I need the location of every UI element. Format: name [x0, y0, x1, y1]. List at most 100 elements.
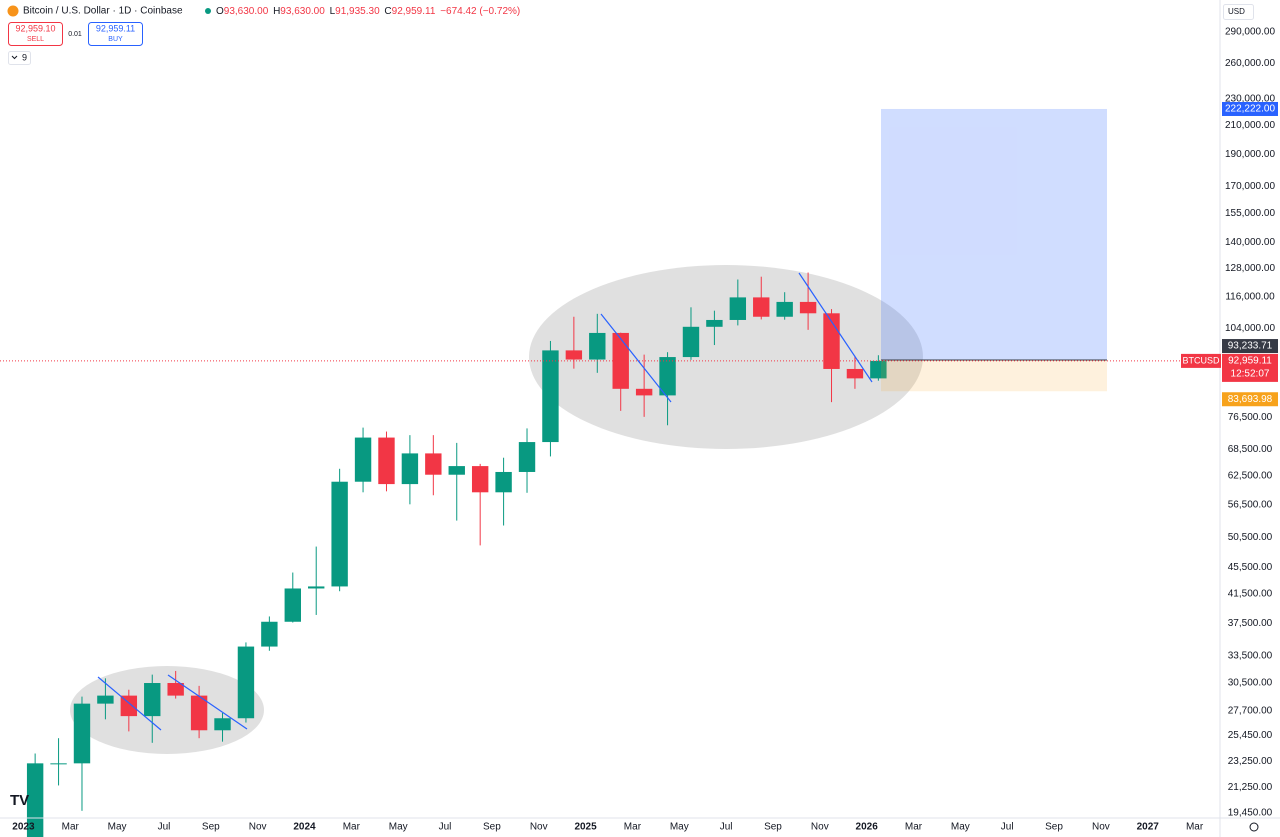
candle-body	[73, 703, 91, 764]
logo: TV	[10, 792, 29, 809]
trend-lines	[97, 272, 873, 731]
buy-button[interactable]	[88, 22, 143, 46]
indicators-toggle[interactable]	[8, 51, 31, 65]
candle-body	[120, 695, 138, 717]
ohlc-key: O	[216, 6, 224, 17]
y-tick-label: 104,000.00	[1225, 323, 1275, 334]
candle-body	[97, 695, 114, 704]
y-tick-label: 45,500.00	[1228, 562, 1273, 573]
y-tick-label: 128,000.00	[1225, 263, 1275, 274]
x-tick-label: Jul	[720, 822, 733, 833]
candle-body	[448, 466, 465, 475]
sell-price: 92,959.10	[15, 23, 55, 33]
currency-button[interactable]	[1223, 4, 1254, 20]
y-tick-label: 116,000.00	[1225, 292, 1275, 303]
ohlc-value: 93,630.00	[224, 6, 269, 17]
sell-label: SELL	[27, 36, 44, 43]
x-tick-label: Sep	[202, 822, 220, 833]
y-tick-label: 30,500.00	[1228, 678, 1273, 689]
x-tick-label: Nov	[249, 822, 267, 833]
plot	[0, 108, 1218, 837]
y-tick-label: 230,000.00	[1225, 94, 1275, 105]
last-price-bg	[1222, 353, 1278, 382]
y-tick-label: 27,700.00	[1228, 705, 1273, 716]
y-tick-label: 41,500.00	[1228, 589, 1273, 600]
entry-label: 93,233.71	[1228, 341, 1273, 352]
x-tick-label: Jul	[1001, 822, 1014, 833]
market-status	[205, 8, 211, 14]
candle-body	[753, 297, 770, 317]
candle-body	[659, 357, 676, 396]
candle-body	[144, 683, 161, 717]
y-tick-label: 260,000.00	[1225, 58, 1275, 69]
candle-body	[495, 471, 512, 493]
y-tick-label: 155,000.00	[1225, 208, 1275, 219]
y-tick-label: 190,000.00	[1225, 149, 1275, 160]
y-tick-label: 33,500.00	[1228, 651, 1273, 662]
x-tick-label: Jul	[439, 822, 452, 833]
symbol-title: Bitcoin / U.S. Dollar · 1D · Coinbase	[23, 6, 183, 17]
stop-label-bg	[1222, 392, 1278, 407]
y-tick-label: 290,000.00	[1225, 27, 1275, 38]
x-tick-label: Sep	[1045, 822, 1063, 833]
axes: 290,000.00 260,000.00 230,000.00 210,000.00…	[12, 27, 1278, 833]
settings-icon[interactable]	[1249, 822, 1259, 832]
candle-body	[237, 646, 255, 719]
last-price-label: 92,959.11	[1228, 356, 1272, 367]
x-tick-label: 2027	[1137, 822, 1160, 833]
x-tick-label: Mar	[343, 822, 361, 833]
x-tick-label: Sep	[483, 822, 501, 833]
candle-body	[50, 763, 67, 765]
candle-body	[261, 621, 278, 647]
trend-line	[600, 313, 672, 403]
x-tick-label: Mar	[62, 822, 80, 833]
candle-body	[870, 360, 887, 379]
ohlc-key: C	[384, 6, 391, 17]
y-tick-label: 23,250.00	[1228, 756, 1273, 767]
candle-body	[308, 586, 325, 589]
candle-body	[565, 350, 583, 360]
y-tick-label: 19,450.00	[1228, 808, 1273, 819]
candle-body	[729, 297, 747, 320]
x-tick-label: Mar	[624, 822, 642, 833]
candle-body	[635, 388, 653, 396]
indicators-count: 9	[22, 52, 27, 62]
x-tick-label: 2024	[293, 822, 316, 833]
y-tick-label: 68,500.00	[1228, 444, 1273, 455]
candle-body	[706, 319, 723, 327]
ohlc-value: 92,959.11	[392, 6, 436, 17]
trend-line	[167, 674, 248, 730]
candle-body	[846, 368, 864, 379]
change: −674.42 (−0.72%)	[440, 6, 520, 17]
candle-body	[331, 481, 348, 587]
ohlc-value: 91,935.30	[335, 6, 380, 17]
buy-label: BUY	[108, 36, 123, 43]
y-tick-label: 25,450.00	[1228, 730, 1273, 741]
stop-zone	[881, 360, 1107, 392]
ellipse-drawing	[70, 666, 264, 754]
x-tick-label: 2026	[856, 822, 879, 833]
bitcoin-icon	[7, 5, 19, 17]
candle-body	[799, 301, 817, 314]
candle-body	[284, 588, 301, 622]
x-tick-label: Jul	[158, 822, 171, 833]
candle-body	[401, 453, 419, 485]
trend-line	[97, 676, 162, 731]
stop-label: 83,693.98	[1228, 394, 1273, 405]
candle-body	[589, 332, 606, 360]
candle-body	[518, 442, 536, 472]
candle-body	[214, 718, 231, 731]
ohlc-value: 93,630.00	[280, 6, 325, 17]
target-label: 222,222.00	[1225, 104, 1275, 115]
y-tick-label: 21,250.00	[1228, 782, 1273, 793]
target-zone	[881, 108, 1107, 361]
x-tick-label: Mar	[1186, 822, 1204, 833]
sell-button[interactable]	[8, 22, 63, 46]
candle-body	[26, 763, 44, 837]
candle-body	[190, 695, 208, 731]
spread: 0.01	[68, 31, 82, 38]
countdown: 12:52:07	[1231, 369, 1270, 380]
x-tick-label: Nov	[811, 822, 829, 833]
